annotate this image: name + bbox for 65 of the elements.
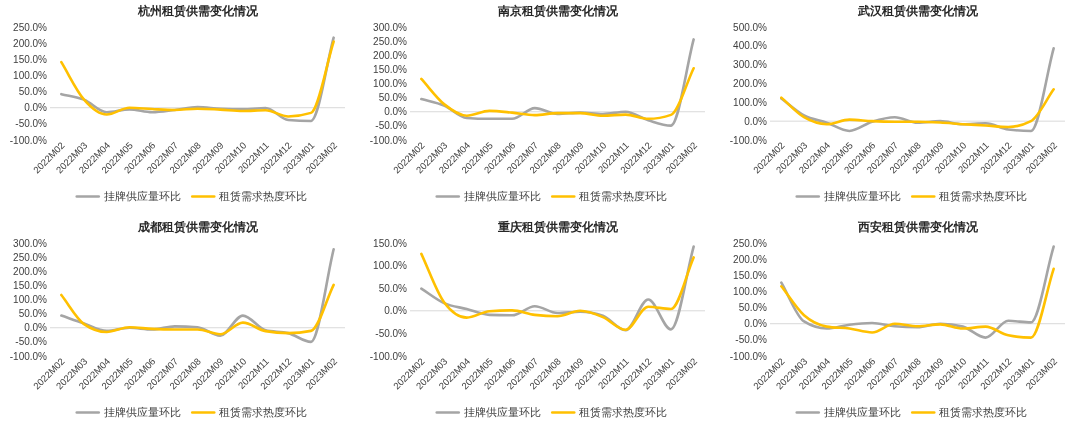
y-tick-label: -100.0% — [369, 134, 408, 146]
y-tick-label: -50.0% — [15, 118, 48, 130]
y-tick-label: -100.0% — [9, 134, 48, 146]
legend-label: 租赁需求热度环比 — [939, 406, 1028, 418]
chart-title: 西安租赁供需变化情况 — [856, 220, 979, 234]
y-tick-label: 150.0% — [373, 63, 408, 75]
y-tick-label: 100.0% — [733, 96, 768, 108]
y-tick-label: 100.0% — [373, 260, 408, 272]
y-tick-label: 200.0% — [733, 78, 768, 89]
legend-label: 租赁需求热度环比 — [219, 190, 308, 202]
legend-label: 挂牌供应量环比 — [103, 406, 181, 418]
y-tick-label: 400.0% — [733, 40, 768, 52]
y-tick-label: 0.0% — [744, 115, 768, 127]
y-tick-label: 250.0% — [13, 21, 48, 33]
y-tick-label: 250.0% — [373, 35, 408, 47]
chart-title: 重庆租赁供需变化情况 — [496, 220, 619, 234]
y-tick-label: 0.0% — [24, 102, 48, 114]
chart-title: 武汉租赁供需变化情况 — [856, 4, 979, 18]
y-tick-label: 150.0% — [13, 279, 48, 291]
y-tick-label: 50.0% — [378, 282, 408, 294]
y-tick-label: -50.0% — [375, 327, 408, 339]
y-tick-label: -100.0% — [729, 350, 768, 362]
legend-label: 租赁需求热度环比 — [579, 190, 668, 202]
legend-label: 挂牌供应量环比 — [103, 190, 181, 202]
y-tick-label: -50.0% — [375, 120, 408, 132]
y-tick-label: 0.0% — [744, 318, 768, 330]
chart-title: 杭州租赁供需变化情况 — [136, 4, 259, 18]
y-tick-label: 50.0% — [378, 92, 408, 104]
y-tick-label: -50.0% — [15, 336, 48, 348]
y-tick-label: -100.0% — [369, 350, 408, 362]
y-tick-label: -50.0% — [735, 334, 768, 346]
y-tick-label: 0.0% — [24, 322, 48, 334]
legend-label: 挂牌供应量环比 — [463, 406, 541, 418]
y-tick-label: 0.0% — [384, 106, 408, 118]
y-tick-label: 200.0% — [13, 265, 48, 277]
legend-label: 挂牌供应量环比 — [463, 190, 541, 202]
y-tick-label: 150.0% — [733, 269, 768, 281]
legend-label: 租赁需求热度环比 — [219, 406, 308, 418]
y-tick-label: 150.0% — [13, 53, 48, 65]
y-tick-label: 200.0% — [13, 37, 48, 49]
y-tick-label: -100.0% — [9, 350, 48, 362]
y-tick-label: 50.0% — [18, 308, 48, 320]
y-tick-label: 250.0% — [13, 251, 48, 263]
y-tick-label: 250.0% — [733, 237, 768, 249]
legend-label: 租赁需求热度环比 — [579, 406, 668, 418]
y-tick-label: 150.0% — [373, 237, 408, 249]
y-tick-label: 200.0% — [373, 49, 408, 61]
chart-title: 南京租赁供需变化情况 — [496, 4, 619, 18]
y-tick-label: 50.0% — [18, 86, 48, 98]
y-tick-label: -100.0% — [729, 134, 768, 146]
legend-label: 挂牌供应量环比 — [823, 190, 901, 202]
y-tick-label: 100.0% — [13, 69, 48, 81]
legend-label: 租赁需求热度环比 — [939, 190, 1028, 202]
y-tick-label: 100.0% — [373, 78, 408, 89]
y-tick-label: 100.0% — [13, 294, 48, 305]
y-tick-label: 200.0% — [733, 253, 768, 265]
y-tick-label: 300.0% — [373, 21, 408, 33]
chart-title: 成都租赁供需变化情况 — [136, 220, 259, 234]
y-tick-label: 500.0% — [733, 21, 768, 33]
y-tick-label: 300.0% — [733, 59, 768, 71]
y-tick-label: 300.0% — [13, 237, 48, 249]
legend-label: 挂牌供应量环比 — [823, 406, 901, 418]
y-tick-label: 100.0% — [733, 285, 768, 297]
y-tick-label: 0.0% — [384, 305, 408, 317]
y-tick-label: 50.0% — [738, 302, 768, 314]
